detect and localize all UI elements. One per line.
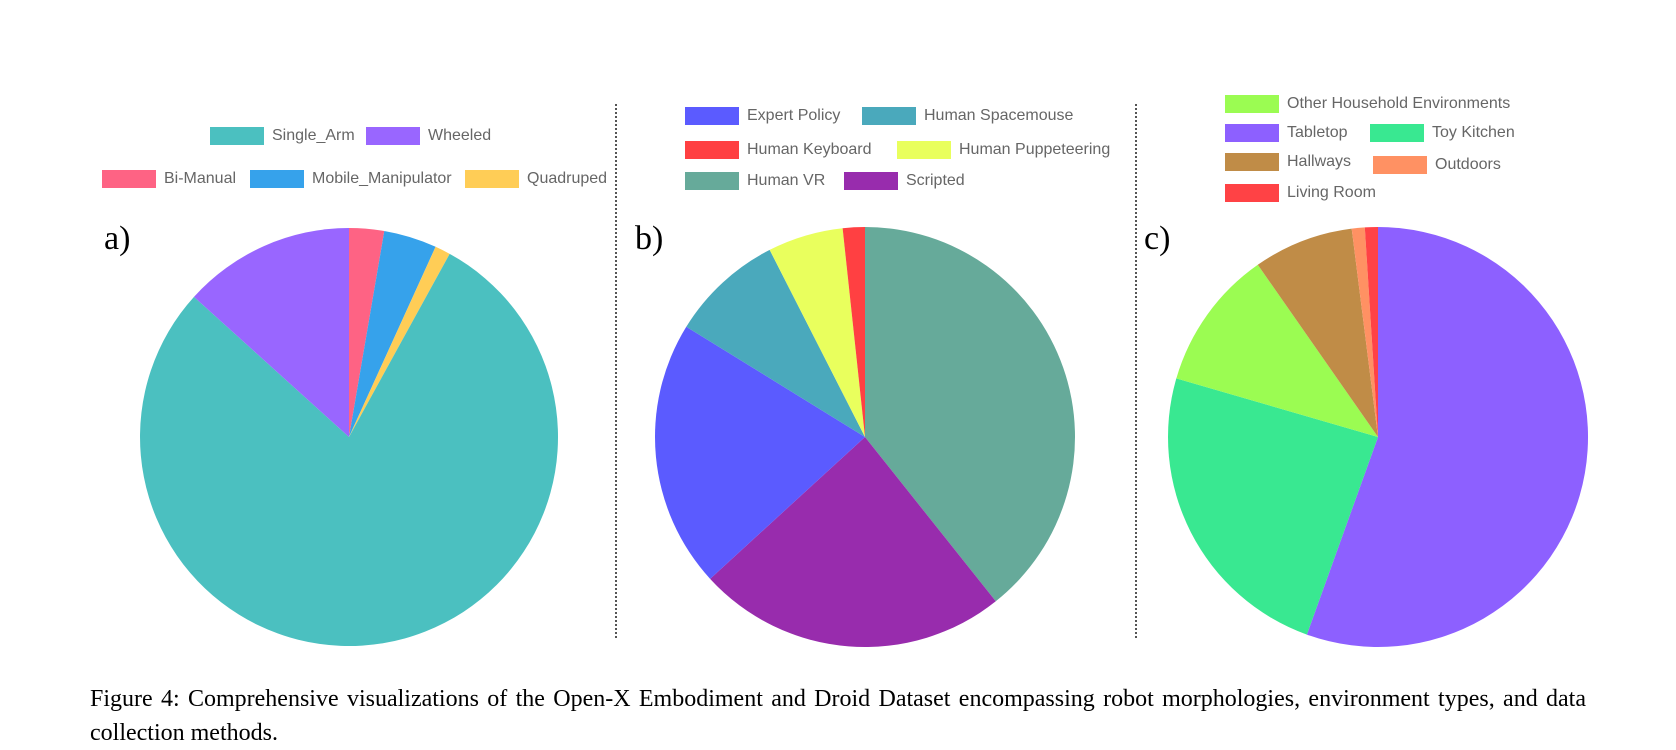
figure-caption: Figure 4: Comprehensive visualizations o… (90, 686, 1586, 746)
legend-item-mobile-manipulator: Mobile_Manipulator (250, 170, 452, 188)
legend-label: Wheeled (428, 127, 492, 144)
pie-slice-scripted (710, 437, 996, 648)
pie-slice-other-household-environments (1176, 264, 1378, 437)
legend-swatch (685, 172, 739, 190)
pie-slice-mobile-manipulator (349, 231, 436, 437)
legend-swatch (897, 141, 951, 159)
legend-item-human-puppeteering: Human Puppeteering (897, 141, 1110, 159)
legend-swatch (862, 107, 916, 125)
legend-label: Toy Kitchen (1432, 124, 1515, 141)
legend-item-outdoors: Outdoors (1373, 156, 1501, 174)
legend-swatch (250, 170, 304, 188)
legend-label: Living Room (1287, 184, 1376, 201)
pie-slice-hallways (1257, 228, 1378, 437)
legend-swatch (1373, 156, 1427, 174)
legend-swatch (685, 107, 739, 125)
pie-a (140, 228, 559, 646)
pie-slice-human-puppeteering (769, 228, 865, 437)
pie-slice-human-spacemouse (686, 249, 865, 437)
legend-swatch (1370, 124, 1424, 142)
pie-slice-tabletop (1306, 227, 1589, 647)
pie-slice-human-keyboard (842, 227, 865, 437)
legend-item-other-household-environments: Other Household Environments (1225, 95, 1510, 113)
legend-swatch (465, 170, 519, 188)
panel-label-c: c) (1144, 220, 1171, 257)
divider (1135, 104, 1137, 638)
pie-slice-living-room (1364, 227, 1378, 437)
legend-swatch (366, 127, 420, 145)
legend-item-bi-manual: Bi-Manual (102, 170, 236, 188)
legend-swatch (102, 170, 156, 188)
pie-slice-quadruped (349, 246, 450, 437)
panel-label-a: a) (104, 220, 131, 257)
pie-slice-bi-manual (349, 228, 385, 437)
pie-b (654, 226, 1076, 648)
legend-label: Tabletop (1287, 124, 1348, 141)
pie-slice-outdoors (1351, 227, 1378, 437)
legend-swatch (1225, 124, 1279, 142)
legend-item-tabletop: Tabletop (1225, 124, 1348, 142)
legend-item-hallways: Hallways (1225, 153, 1351, 171)
legend-item-human-vr: Human VR (685, 172, 825, 190)
legend-item-expert-policy: Expert Policy (685, 107, 840, 125)
legend-label: Human Puppeteering (959, 141, 1111, 158)
legend-swatch (685, 141, 739, 159)
pie-slice-single-arm (140, 253, 559, 646)
legend-label: Bi-Manual (164, 170, 237, 187)
panel-label-b: b) (635, 220, 664, 257)
legend-swatch (1225, 95, 1279, 113)
pie-slice-human-vr (865, 226, 1076, 602)
legend-swatch (1225, 153, 1279, 171)
legend-label: Human Keyboard (747, 141, 872, 158)
divider (615, 104, 617, 638)
legend-label: Human VR (747, 172, 826, 189)
legend-label: Hallways (1287, 153, 1352, 170)
legend-label: Expert Policy (747, 107, 841, 124)
legend-item-toy-kitchen: Toy Kitchen (1370, 124, 1515, 142)
legend-label: Outdoors (1435, 156, 1501, 173)
legend-item-quadruped: Quadruped (465, 170, 607, 188)
legend-swatch (210, 127, 264, 145)
pie-slice-wheeled (193, 228, 349, 437)
legend-item-human-spacemouse: Human Spacemouse (862, 107, 1073, 125)
legend-label: Human Spacemouse (924, 107, 1074, 124)
legend-swatch (1225, 184, 1279, 202)
legend-swatch (844, 172, 898, 190)
legend-label: Scripted (906, 172, 965, 189)
legend-label: Quadruped (527, 170, 608, 187)
pie-slice-expert-policy (654, 326, 865, 579)
pie-slice-toy-kitchen (1168, 378, 1378, 635)
legend-label: Mobile_Manipulator (312, 170, 452, 187)
pie-c (1168, 227, 1589, 647)
legend-item-scripted: Scripted (844, 172, 965, 190)
legend-item-living-room: Living Room (1225, 184, 1376, 202)
legend-item-human-keyboard: Human Keyboard (685, 141, 872, 159)
pie-chart-panel-c: c) Other Household Environments Tabletop… (1135, 0, 1676, 660)
legend-item-single-arm: Single_Arm (210, 127, 355, 145)
legend-item-wheeled: Wheeled (366, 127, 491, 145)
pie-chart-panel-a: a) Single_Arm Wheeled Bi-Manual Mobile_M… (0, 0, 615, 660)
legend-label: Other Household Environments (1287, 95, 1511, 112)
legend-label: Single_Arm (272, 127, 355, 144)
pie-chart-panel-b: b) Expert Policy Human Spacemouse Human … (615, 0, 1135, 660)
